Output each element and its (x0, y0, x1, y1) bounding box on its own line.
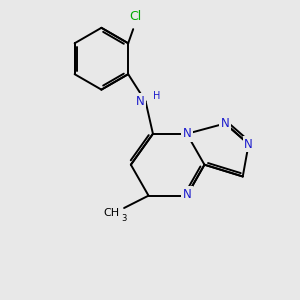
Text: N: N (244, 138, 253, 151)
Text: N: N (182, 127, 191, 140)
Text: N: N (182, 188, 191, 201)
Text: Cl: Cl (129, 10, 142, 23)
Text: CH: CH (104, 208, 120, 218)
Text: N: N (221, 117, 230, 130)
Text: H: H (153, 91, 160, 101)
Text: 3: 3 (122, 214, 127, 223)
Text: N: N (136, 95, 145, 108)
